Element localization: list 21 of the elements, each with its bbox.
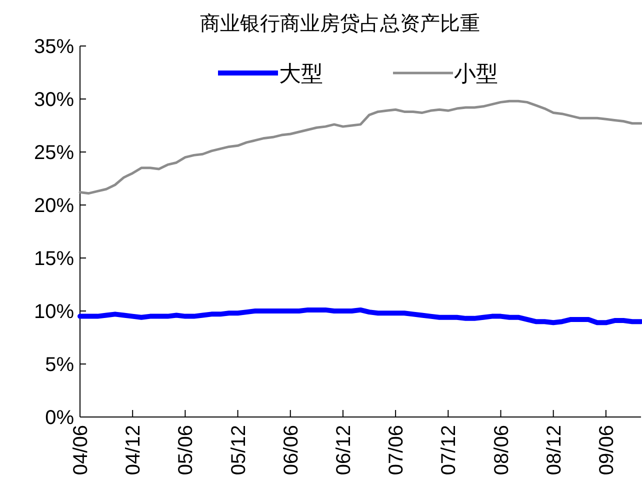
x-tick-label: 06/12: [332, 425, 355, 476]
line-series: [78, 100, 642, 195]
x-tick-label: 05/06: [175, 425, 198, 476]
x-tick-label: 05/12: [228, 425, 250, 476]
x-tick-label: 07/06: [386, 425, 408, 476]
y-tick-label: 20%: [34, 195, 74, 217]
y-tick-label: 10%: [34, 301, 74, 323]
x-tick-label: 08/06: [490, 425, 513, 476]
x-tick-label: 06/06: [280, 425, 302, 476]
x-tick-label: 08/12: [543, 425, 566, 476]
y-tick-label: 35%: [34, 36, 74, 58]
x-tick-label: 09/06: [596, 425, 618, 476]
chart-title: 商业银行商业房贷占总资产比重: [200, 13, 480, 35]
y-tick-label: 5%: [45, 354, 74, 376]
legend-label: 大型: [279, 61, 323, 86]
x-tick-label: 07/12: [438, 425, 460, 476]
y-tick-label: 15%: [34, 248, 74, 270]
legend-label: 小型: [454, 61, 498, 86]
y-tick-label: 30%: [34, 89, 74, 111]
y-tick-label: 25%: [34, 142, 74, 164]
x-tick-label: 04/12: [122, 425, 145, 476]
